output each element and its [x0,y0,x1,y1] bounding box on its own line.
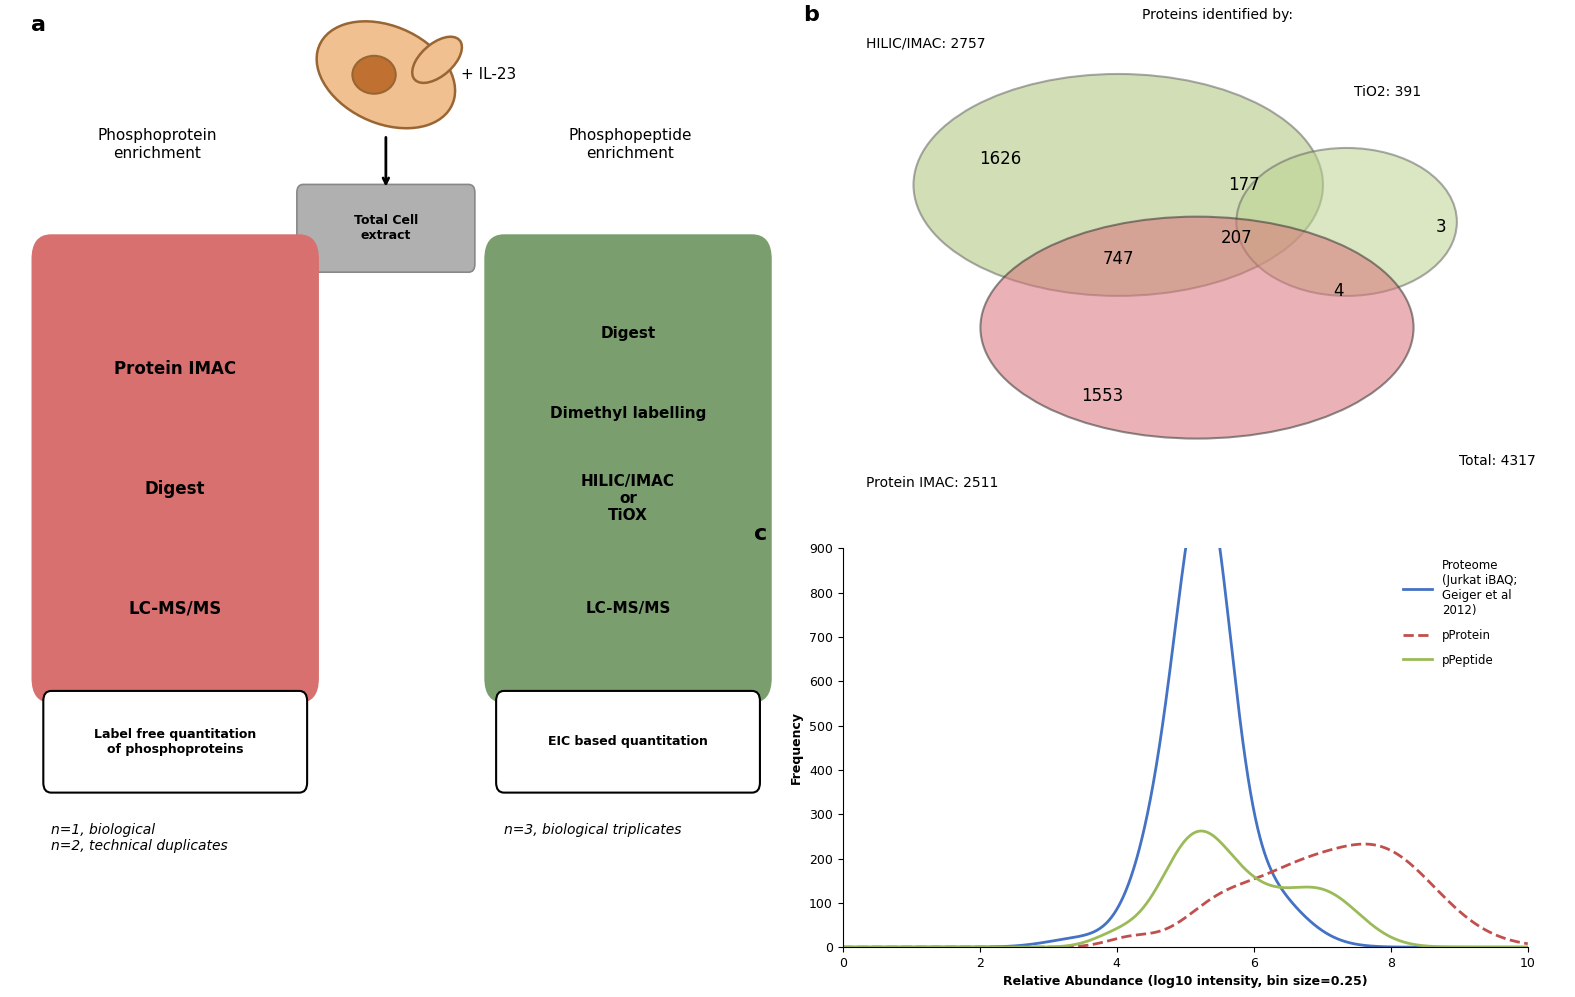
Text: Protein IMAC: 2511: Protein IMAC: 2511 [866,476,999,490]
Text: 747: 747 [1102,250,1134,268]
Text: 177: 177 [1228,175,1260,194]
Text: EIC based quantitation: EIC based quantitation [548,735,709,749]
Text: 1626: 1626 [980,150,1021,167]
Ellipse shape [353,56,395,94]
Text: Total Cell
extract: Total Cell extract [354,214,417,242]
FancyBboxPatch shape [32,234,318,703]
Text: Total: 4317: Total: 4317 [1458,455,1536,469]
Text: 1553: 1553 [1082,387,1123,406]
Text: Digest: Digest [145,480,205,498]
Text: 207: 207 [1221,228,1252,247]
Text: c: c [753,524,767,544]
Text: Dimethyl labelling: Dimethyl labelling [550,406,706,422]
Text: n=1, biological
n=2, technical duplicates: n=1, biological n=2, technical duplicate… [50,823,228,852]
Text: 3: 3 [1436,218,1446,236]
Text: Phosphopeptide
enrichment: Phosphopeptide enrichment [569,129,691,161]
Ellipse shape [317,21,455,129]
Text: + IL-23: + IL-23 [460,67,517,83]
Text: Protein IMAC: Protein IMAC [113,360,236,378]
Text: LC-MS/MS: LC-MS/MS [586,600,671,616]
Text: TiO2: 391: TiO2: 391 [1354,85,1422,99]
Text: LC-MS/MS: LC-MS/MS [129,599,222,617]
Ellipse shape [980,216,1414,439]
Text: Label free quantitation
of phosphoproteins: Label free quantitation of phosphoprotei… [94,728,257,756]
Text: Digest: Digest [600,326,655,342]
Ellipse shape [413,37,461,83]
Text: 4: 4 [1334,281,1343,300]
Text: n=3, biological triplicates: n=3, biological triplicates [504,823,682,836]
FancyBboxPatch shape [44,691,307,793]
Text: Proteins identified by:: Proteins identified by: [1142,8,1293,22]
Y-axis label: Frequency: Frequency [791,711,803,785]
Legend: Proteome
(Jurkat iBAQ;
Geiger et al
2012), pProtein, pPeptide: Proteome (Jurkat iBAQ; Geiger et al 2012… [1399,554,1521,671]
Text: b: b [803,5,819,25]
FancyBboxPatch shape [296,184,476,272]
Text: HILIC/IMAC: 2757: HILIC/IMAC: 2757 [866,37,986,51]
Text: Phosphoprotein
enrichment: Phosphoprotein enrichment [98,129,217,161]
Text: a: a [32,15,47,35]
X-axis label: Relative Abundance (log10 intensity, bin size=0.25): Relative Abundance (log10 intensity, bin… [1003,975,1367,988]
FancyBboxPatch shape [485,234,772,703]
Text: HILIC/IMAC
or
TiOX: HILIC/IMAC or TiOX [581,474,676,523]
FancyBboxPatch shape [496,691,761,793]
Ellipse shape [913,74,1323,296]
Ellipse shape [1236,148,1457,296]
